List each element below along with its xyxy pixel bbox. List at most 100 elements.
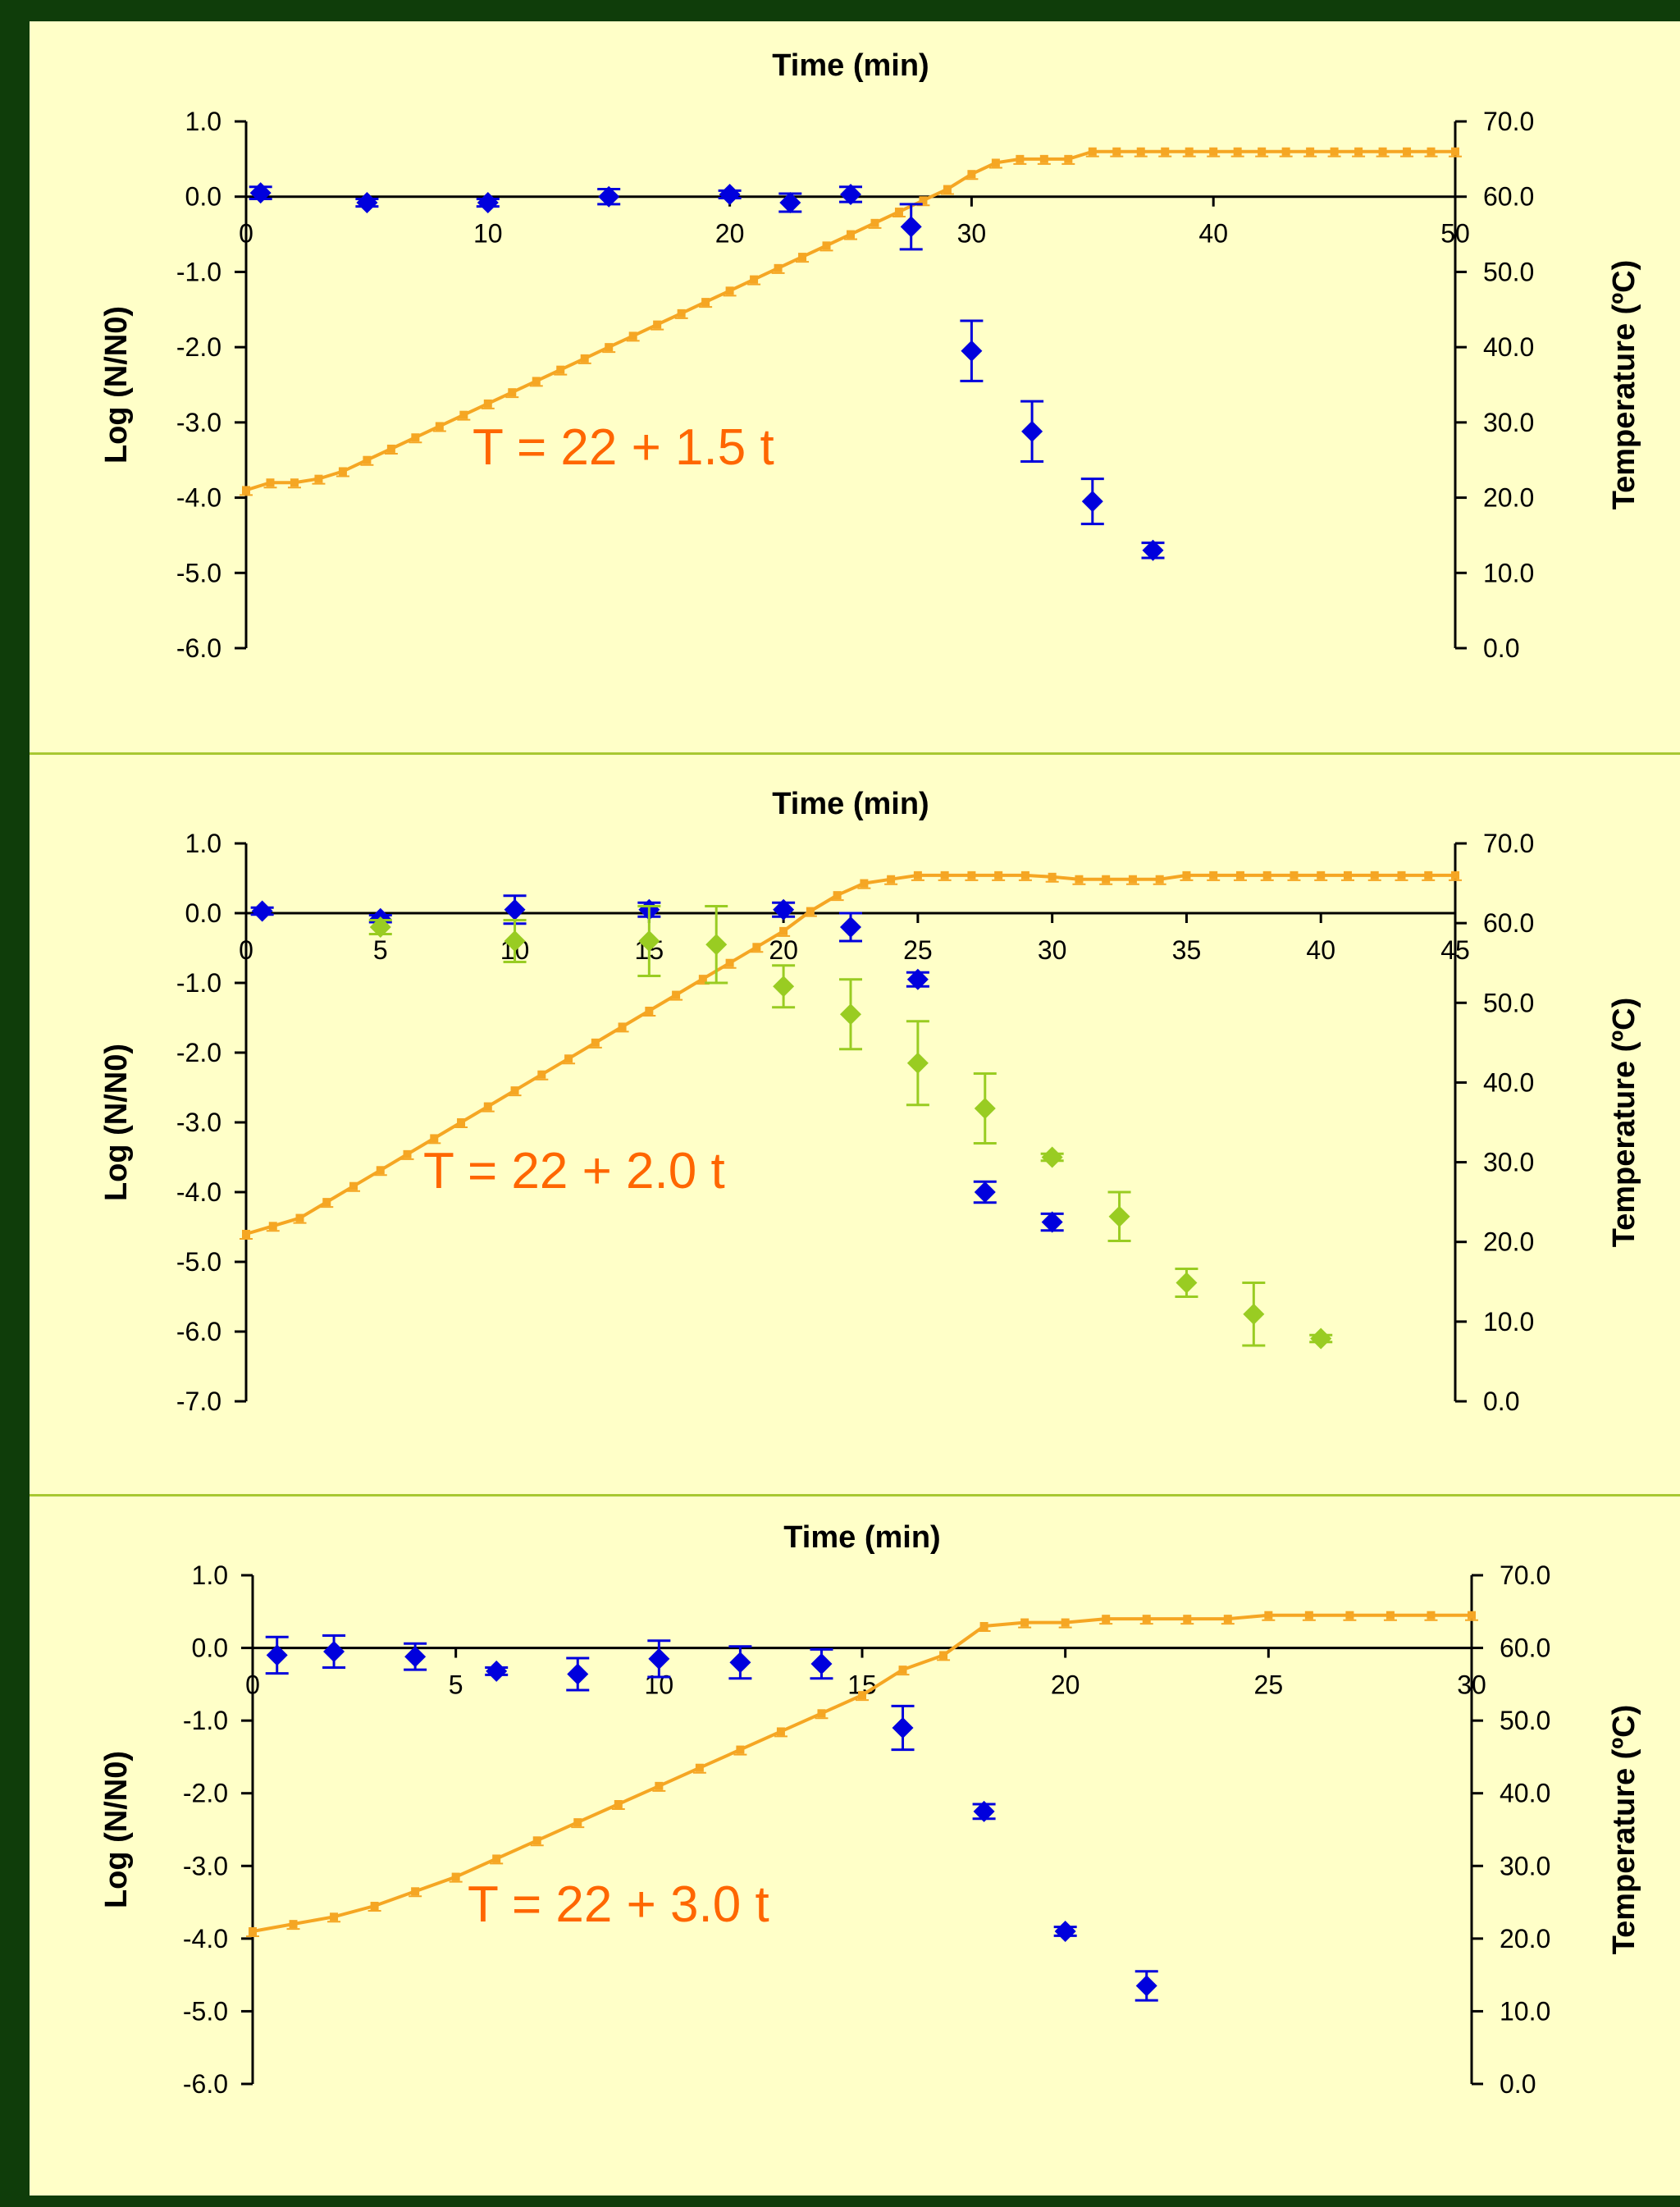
series-2-point [974, 1098, 996, 1119]
right-tick-label: 40.0 [1500, 1779, 1550, 1808]
x-tick-label: 50 [1440, 219, 1470, 249]
temperature-point [913, 870, 922, 880]
series-2-point [1108, 1205, 1130, 1227]
left-tick-label: 0.0 [192, 1634, 228, 1663]
temperature-point [967, 170, 976, 179]
left-tick-label: 1.0 [185, 829, 221, 858]
temperature-point [1370, 870, 1379, 880]
temperature-point [1290, 870, 1299, 880]
temperature-point [451, 1872, 460, 1881]
temperature-point [290, 478, 299, 487]
x-tick-label: 5 [449, 1670, 463, 1700]
temperature-point [653, 320, 662, 329]
temperature-point [1281, 147, 1290, 156]
x-axis-title: Time (min) [783, 1520, 940, 1555]
temperature-point [289, 1920, 298, 1929]
x-tick-label: 5 [373, 935, 388, 965]
temperature-point [1102, 875, 1111, 884]
chart-panels: 1.0 0.0 -1.0 -2.0 -3.0 -4.0 -5.0 -6.0 70.0 60.0 50… [30, 21, 1680, 2196]
temperature-point [1209, 147, 1218, 156]
series-1-point [1081, 491, 1103, 513]
temperature-point [532, 377, 541, 386]
x-tick-label: 30 [1457, 1670, 1486, 1700]
left-tick-label: -5.0 [183, 1996, 228, 2026]
temperature-point [573, 1818, 582, 1827]
temperature-point [295, 1213, 304, 1222]
temperature-point [483, 1102, 492, 1111]
series-2-point [638, 930, 660, 952]
temperature-point [314, 474, 323, 483]
series-1-point [719, 183, 741, 205]
temperature-point [994, 870, 1003, 880]
series-2-point [773, 976, 795, 998]
temperature-point [605, 343, 614, 352]
temperature-point [919, 196, 928, 205]
series-1-point [773, 898, 795, 921]
series-1-point [251, 900, 273, 922]
temperature-line [245, 873, 1455, 1236]
right-tick-label: 50.0 [1483, 257, 1534, 286]
temperature-point [1264, 1611, 1273, 1620]
temperature-point [510, 1086, 519, 1095]
left-axis-title: Log (N/N0) [99, 306, 134, 464]
x-tick-label: 20 [769, 935, 798, 965]
temperature-point [979, 1622, 988, 1630]
x-tick-label: 40 [1306, 935, 1335, 965]
chart-2-svg: 1.0 0.0 -1.0 -2.0 -3.0 -4.0 -5.0 -6.0 -7.0 70.0 60… [99, 787, 1641, 1416]
left-tick-label: -7.0 [176, 1387, 221, 1416]
series-1-point [1021, 420, 1043, 442]
series-1-point [974, 1181, 996, 1203]
chart-panel-1: 1.0 0.0 -1.0 -2.0 -3.0 -4.0 -5.0 -6.0 70.0 60.0 50… [30, 21, 1680, 755]
series-2-point [1176, 1272, 1198, 1294]
right-tick-label: 10.0 [1483, 1307, 1534, 1337]
left-tick-label: -1.0 [183, 1706, 228, 1735]
temperature-point [943, 185, 952, 194]
temperature-point [268, 1222, 277, 1231]
temperature-point [1061, 1618, 1070, 1627]
temperature-point [457, 1118, 466, 1126]
series-2-point [1041, 1146, 1063, 1168]
temperature-point [1112, 147, 1121, 156]
right-tick-label: 30.0 [1500, 1851, 1550, 1880]
temperature-point [822, 241, 831, 250]
right-tick-label: 0.0 [1483, 633, 1519, 663]
temperature-point [898, 1666, 907, 1675]
left-tick-label: -3.0 [176, 1108, 221, 1137]
temperature-point [411, 433, 420, 442]
temperature-point [1330, 147, 1339, 156]
temperature-point [779, 926, 788, 935]
series-1-point [1142, 539, 1164, 561]
left-tick-label: -2.0 [176, 1038, 221, 1067]
right-tick-label: 10.0 [1500, 1996, 1550, 2026]
temperature-point [1304, 1611, 1313, 1620]
temperature-point [242, 1230, 250, 1238]
left-tick-label: -3.0 [183, 1851, 228, 1880]
right-tick-label: 70.0 [1483, 107, 1534, 136]
temperature-point [376, 1166, 385, 1175]
temperature-point [1209, 870, 1218, 880]
series-2-point [705, 934, 728, 956]
temperature-point [655, 1781, 664, 1790]
series-1-point [504, 898, 526, 921]
temperature-point [1378, 147, 1387, 156]
right-tick-label: 40.0 [1483, 332, 1534, 362]
temperature-point [532, 1836, 541, 1845]
temperature-point [991, 158, 1000, 167]
x-tick-label: 45 [1440, 935, 1470, 965]
temperature-point [1161, 147, 1170, 156]
temperature-point [628, 331, 637, 340]
series-1-point [356, 192, 378, 214]
series-1-point [404, 1646, 427, 1668]
right-axis-title: Temperature (ºC) [1607, 998, 1641, 1248]
series-2-point [504, 930, 526, 952]
temperature-point [1451, 147, 1459, 156]
x-tick-label: 0 [245, 1670, 260, 1700]
temperature-point [1451, 870, 1459, 880]
temperature-point [1424, 870, 1433, 880]
series-1-point [266, 1644, 288, 1666]
right-axis-title: Temperature (ºC) [1607, 1705, 1641, 1955]
temperature-point [1343, 870, 1352, 880]
temperature-point [386, 444, 395, 453]
temperature-point [698, 975, 707, 984]
equation-annotation: T = 22 + 1.5 t [472, 419, 774, 476]
